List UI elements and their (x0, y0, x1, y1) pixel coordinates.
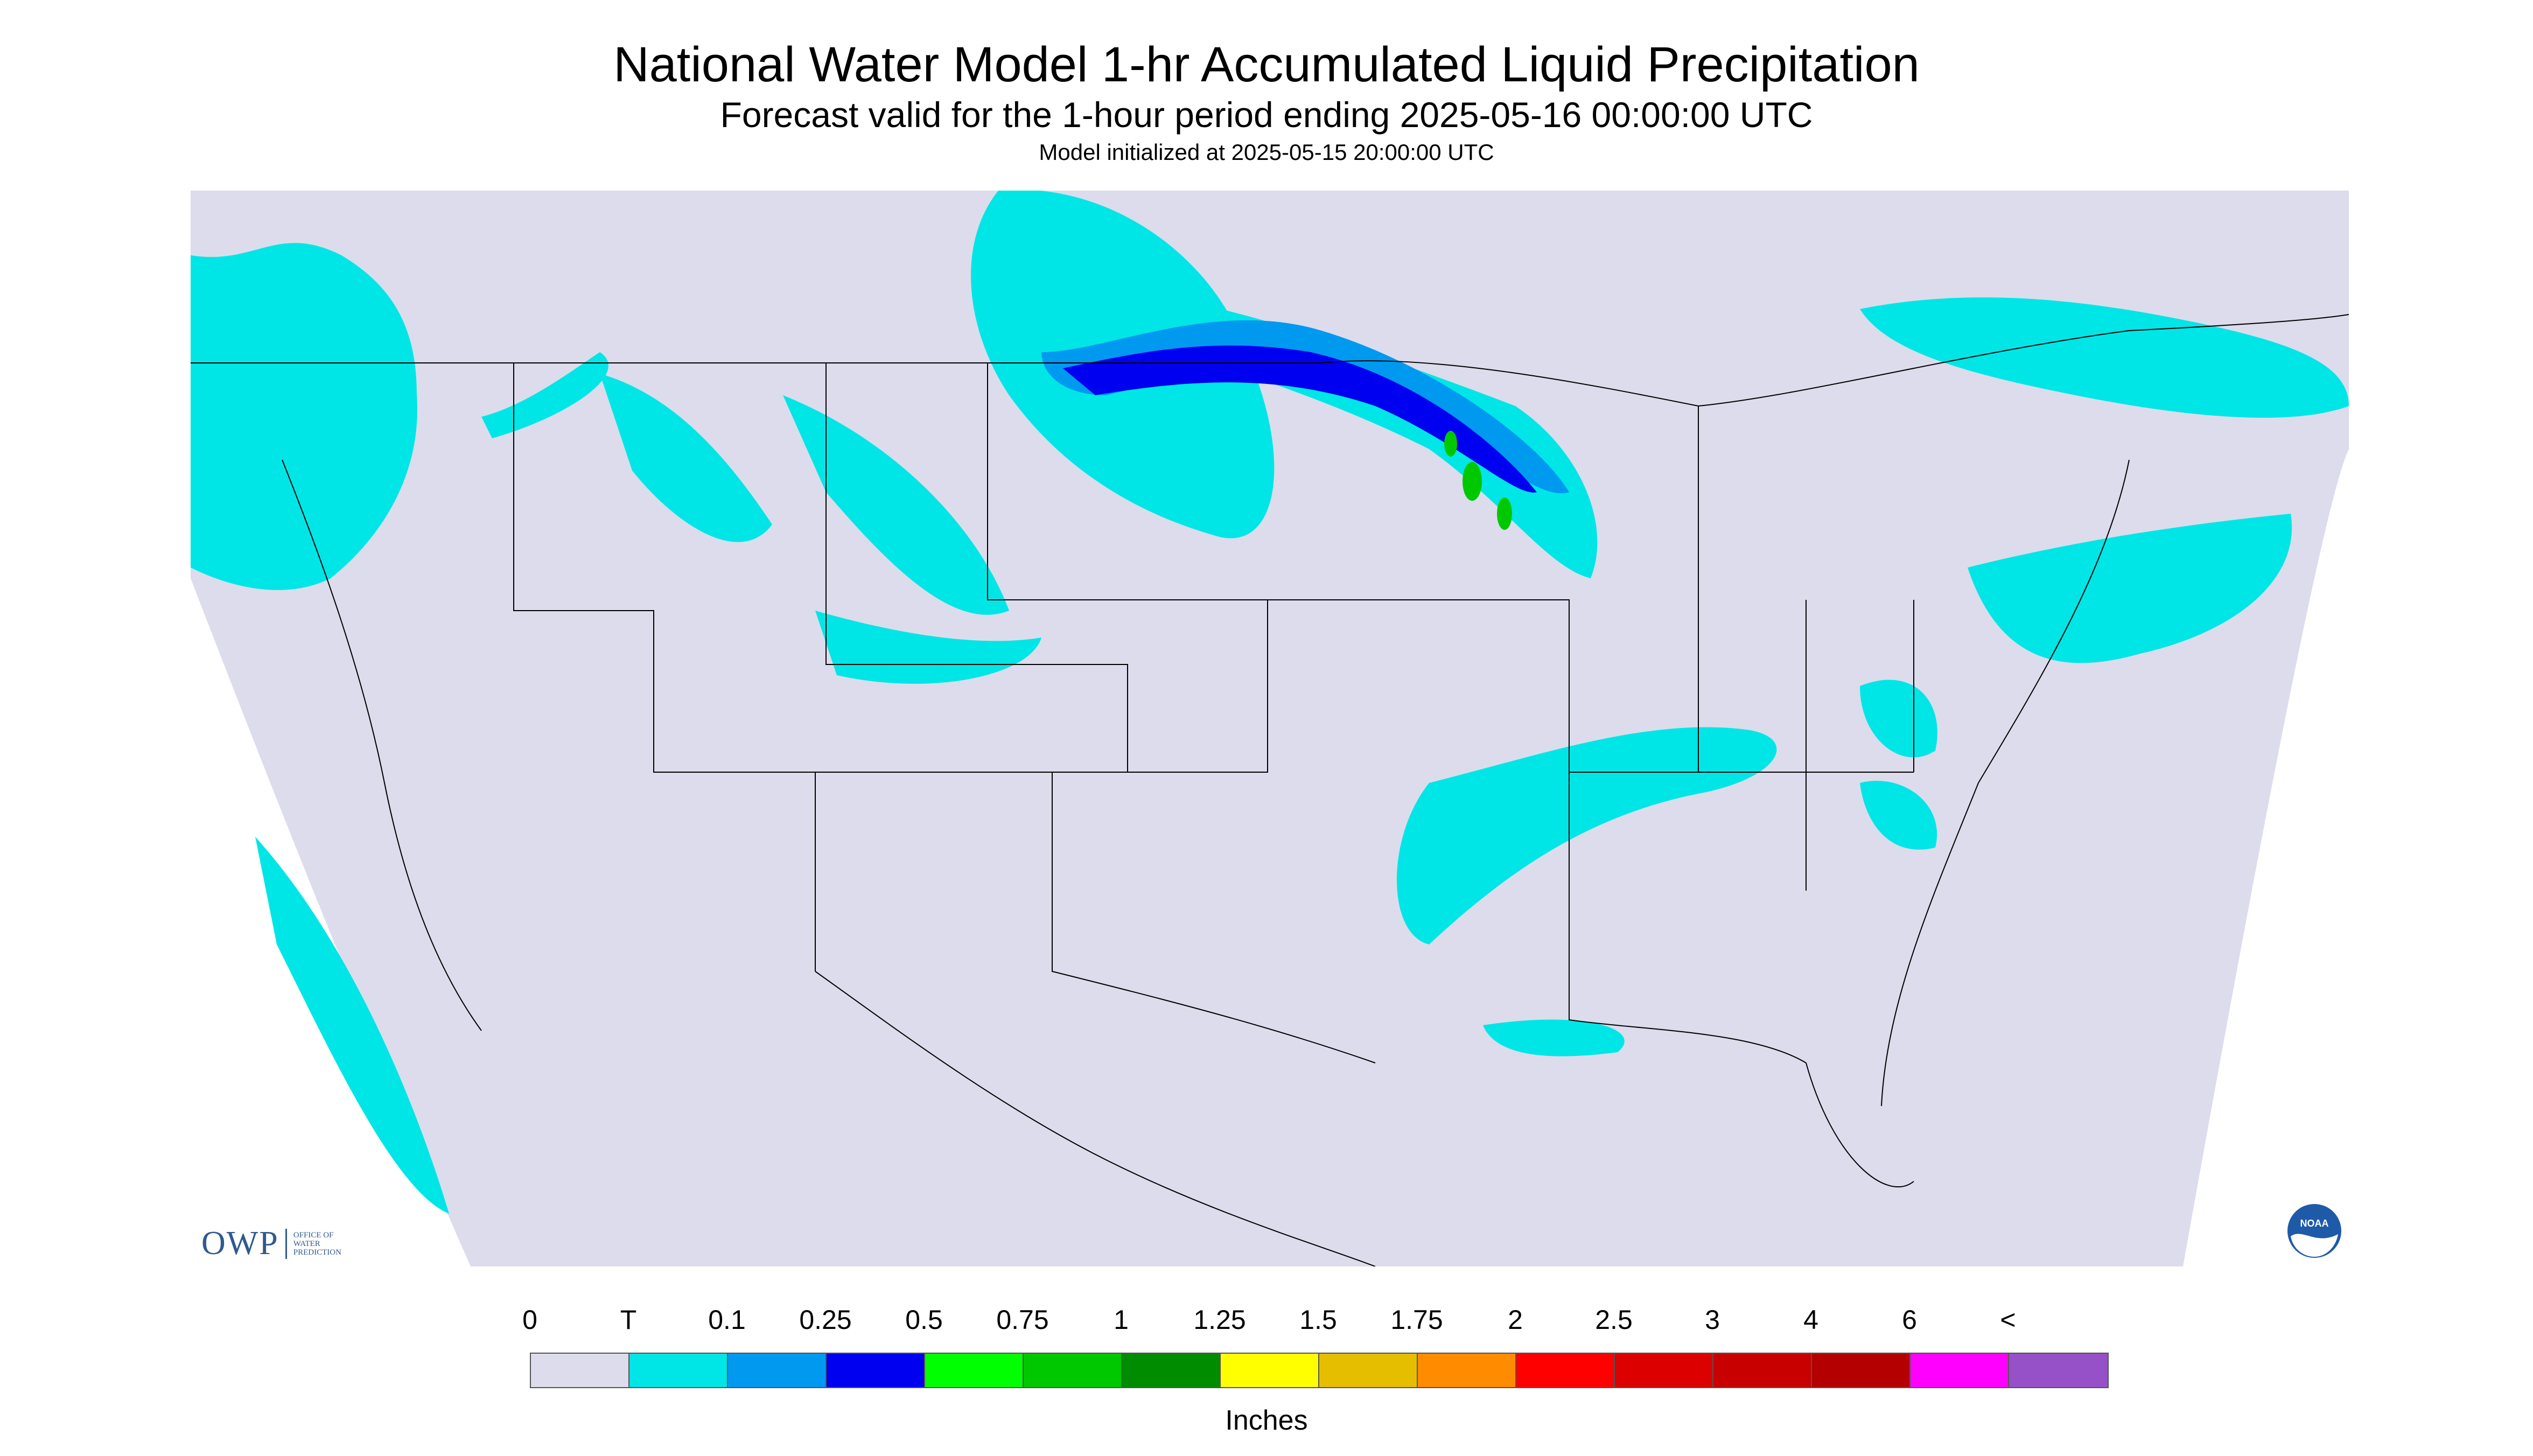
legend-swatch (1418, 1354, 1516, 1387)
map-canvas (191, 191, 2349, 1266)
precip-ozarks-tennessee (1397, 727, 1777, 944)
legend-colorbar (530, 1353, 2109, 1388)
legend-swatch (827, 1354, 925, 1387)
legend-label: 4 (1803, 1305, 1818, 1335)
precip-idaho-band (481, 352, 608, 438)
precip-ontario-quebec (1860, 297, 2349, 418)
legend-swatch (925, 1354, 1024, 1387)
precip-moderate-areas (1063, 345, 1537, 493)
southeast-state-lines (1569, 772, 1914, 1187)
precip-trace-areas (191, 191, 2349, 1214)
outside-domain-west (191, 578, 471, 1266)
legend-swatch (1911, 1354, 2009, 1387)
legend-swatch (728, 1354, 827, 1387)
legend-swatch (1122, 1354, 1221, 1387)
precip-heavy-cells (1444, 431, 1512, 530)
legend-swatch (531, 1354, 629, 1387)
precip-cell (1444, 431, 1457, 457)
precip-north-carolina (1860, 781, 1937, 850)
legend-label: 0.25 (799, 1305, 852, 1335)
precip-rockies-band (600, 374, 772, 542)
model-init-line: Model initialized at 2025-05-15 20:00:00… (1039, 139, 1494, 165)
legend-label: 1.75 (1390, 1305, 1443, 1335)
legend-swatch (629, 1354, 728, 1387)
owp-logo-line: WATER (293, 1239, 320, 1248)
atlantic-coastline (1881, 459, 2130, 1107)
legend-swatch (1024, 1354, 1122, 1387)
map-subtitle: Forecast valid for the 1-hour period end… (720, 95, 1813, 135)
political-boundaries (191, 314, 2349, 1266)
legend-swatch (1319, 1354, 1418, 1387)
precip-montana-wyoming (783, 395, 1009, 615)
legend-swatch (1713, 1354, 1812, 1387)
legend-swatch (1516, 1354, 1615, 1387)
precip-cell (1463, 462, 1482, 501)
legend-swatch (1812, 1354, 1911, 1387)
mountain-state-lines (825, 363, 1128, 772)
legend-labels: 0 T 0.1 0.25 0.5 0.75 1 1.25 1.5 1.75 2 2.5 3 4 6 < (0, 1304, 2533, 1342)
legend-label: T (620, 1305, 637, 1335)
precip-gulf-coast (1483, 1019, 1625, 1056)
western-state-lines (513, 363, 816, 971)
legend-label: 1 (1114, 1305, 1129, 1335)
owp-logo-line: OFFICE OF (293, 1230, 334, 1240)
owp-logo-letters: OWP (201, 1225, 279, 1262)
map-title: National Water Model 1-hr Accumulated Li… (613, 37, 1920, 92)
us-canada-border-east (1321, 314, 2349, 407)
noaa-logo-wave (2291, 1234, 2338, 1257)
precip-cell (1497, 498, 1512, 530)
precipitation-map (191, 191, 2349, 1266)
legend-swatch (1221, 1354, 1319, 1387)
legend-label: < (2000, 1305, 2016, 1335)
eastern-state-lines (1698, 406, 1914, 891)
pacific-coastline (282, 459, 482, 1031)
precip-mid-atlantic (1860, 680, 1937, 758)
legend-label: 0 (522, 1305, 537, 1335)
precip-pacific-offshore (255, 837, 449, 1214)
legend-label: 6 (1902, 1305, 1917, 1335)
legend-label: 3 (1705, 1305, 1720, 1335)
legend-label: 0.5 (905, 1305, 943, 1335)
legend-label: 1.25 (1193, 1305, 1246, 1335)
legend-swatch (1615, 1354, 1713, 1387)
noaa-logo: NOAA (2287, 1204, 2341, 1258)
legend-label: 2 (1508, 1305, 1523, 1335)
precip-northeast (1968, 514, 2292, 663)
us-mexico-border (815, 971, 1376, 1266)
precip-band-heavy (1063, 345, 1537, 493)
owp-logo-line: PREDICTION (293, 1248, 341, 1257)
precip-pacific-northwest (191, 243, 417, 590)
owp-logo: OWP OFFICE OF WATER PREDICTION (201, 1224, 341, 1263)
texas-boundary (1052, 772, 1376, 1063)
owp-logo-divider (285, 1228, 287, 1259)
legend-units: Inches (1225, 1405, 1308, 1436)
owp-logo-subtext: OFFICE OF WATER PREDICTION (293, 1231, 341, 1257)
precip-central-plains (815, 611, 1041, 684)
legend-label: 1.5 (1299, 1305, 1337, 1335)
legend-swatch (2009, 1354, 2108, 1387)
legend-label: 0.1 (708, 1305, 746, 1335)
legend-label: 0.75 (996, 1305, 1049, 1335)
outside-domain-east (2183, 449, 2349, 1266)
midwest-state-lines (1268, 599, 1914, 773)
noaa-logo-text: NOAA (2300, 1218, 2329, 1229)
legend-label: 2.5 (1595, 1305, 1633, 1335)
